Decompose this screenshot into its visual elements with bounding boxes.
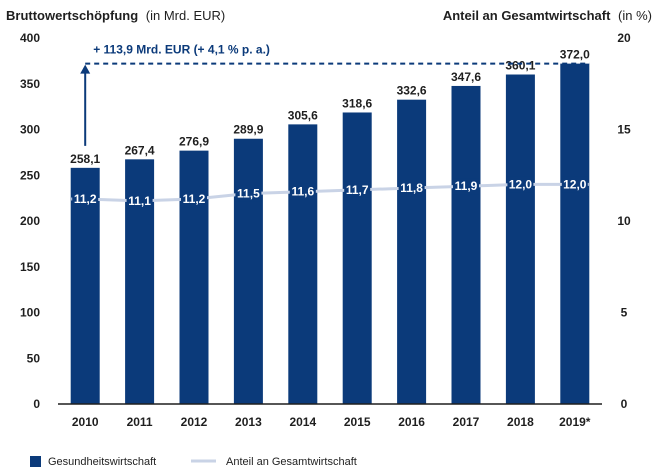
share-value-label: 11,1: [128, 194, 151, 208]
share-value-label: 11,6: [291, 185, 314, 199]
bar-value-label: 276,9: [179, 135, 209, 149]
share-value-label: 11,5: [237, 187, 260, 201]
x-axis-labels: 2010 2011 2012 2013 2014 2015 2016 2017 2018 2019…: [72, 415, 591, 429]
bar: [179, 150, 209, 404]
left-tick-label: 200: [20, 214, 40, 228]
left-tick-label: 400: [20, 31, 40, 45]
bar: [397, 99, 427, 405]
legend-line-label: Anteil an Gesamtwirtschaft: [226, 456, 357, 468]
right-axis-ticks: 0 5 10 15 20: [617, 31, 631, 411]
x-tick-label: 2012: [181, 415, 208, 429]
growth-annotation-text: + 113,9 Mrd. EUR (+ 4,1 % p. a.): [93, 43, 270, 57]
annotation-arrow-head: [80, 64, 91, 74]
share-value-label: 12,0: [509, 177, 533, 191]
bar-value-label: 372,0: [560, 48, 590, 62]
left-tick-label: 0: [33, 397, 40, 411]
bar-value-label: 318,6: [342, 96, 372, 110]
right-tick-label: 5: [621, 306, 628, 320]
bar: [342, 112, 372, 404]
x-tick-label: 2011: [127, 415, 153, 429]
left-tick-label: 50: [27, 351, 41, 365]
x-tick-label: 2013: [235, 415, 262, 429]
legend-bar-label: Gesundheitswirtschaft: [48, 456, 156, 468]
share-label-backing: [235, 185, 262, 202]
share-label-backing: [453, 178, 479, 195]
bar-value-label: 332,6: [397, 84, 427, 98]
bar: [451, 85, 481, 405]
right-axis-title-main: Anteil an Gesamtwirtschaft: [443, 8, 611, 23]
share-value-labels: 11,2 11,1 11,2 11,5 11,6 11,7 11,8 11,9 12,0 12,0: [72, 176, 588, 209]
bar: [505, 74, 535, 405]
left-tick-label: 300: [20, 123, 40, 137]
share-label-backing: [126, 192, 153, 209]
left-tick-label: 350: [20, 77, 40, 91]
share-label-backing: [289, 183, 316, 200]
x-tick-label: 2014: [289, 415, 316, 429]
x-tick-label: 2010: [72, 415, 99, 429]
left-axis-title: Bruttowertschöpfung (in Mrd. EUR): [6, 8, 225, 23]
left-axis-title-unit: (in Mrd. EUR): [146, 8, 225, 23]
left-tick-label: 250: [20, 168, 40, 182]
share-label-backing: [72, 191, 99, 208]
bar: [70, 167, 100, 404]
legend: Gesundheitswirtschaft Anteil an Gesamtwi…: [30, 456, 357, 468]
right-axis-title-unit: (in %): [618, 8, 652, 23]
right-tick-label: 15: [617, 123, 631, 137]
x-tick-label: 2016: [398, 415, 425, 429]
bar: [233, 138, 263, 404]
right-tick-label: 0: [621, 397, 628, 411]
x-tick-label: 2019*: [559, 415, 591, 429]
share-value-label: 12,0: [563, 177, 587, 191]
bar-value-label: 267,4: [125, 143, 155, 157]
bar-value-label: 289,9: [233, 123, 263, 137]
left-tick-label: 150: [20, 260, 40, 274]
bar-value-label: 360,1: [505, 59, 535, 73]
share-label-backing: [507, 176, 534, 193]
right-axis-title: Anteil an Gesamtwirtschaft (in %): [443, 8, 652, 23]
legend-bar-swatch: [30, 456, 41, 467]
share-label-backing: [561, 176, 588, 193]
share-value-label: 11,2: [183, 192, 206, 206]
bar-value-label: 347,6: [451, 70, 481, 84]
share-value-label: 11,8: [400, 181, 423, 195]
bar: [560, 63, 590, 405]
left-axis-ticks: 0 50 100 150 200 250 300 350 400: [20, 31, 40, 411]
bar-value-label: 258,1: [70, 152, 100, 166]
share-value-label: 11,9: [455, 179, 478, 193]
share-label-backing: [181, 191, 207, 208]
right-tick-label: 10: [617, 214, 631, 228]
bar-value-label: 305,6: [288, 108, 318, 122]
share-value-label: 11,2: [74, 192, 97, 206]
bars: [70, 63, 590, 405]
share-label-backing: [398, 180, 425, 197]
x-tick-label: 2018: [507, 415, 534, 429]
share-label-backing: [344, 181, 371, 198]
right-tick-label: 20: [617, 31, 631, 45]
left-tick-label: 100: [20, 306, 40, 320]
bar: [288, 124, 318, 404]
growth-annotation: + 113,9 Mrd. EUR (+ 4,1 % p. a.): [80, 43, 590, 146]
x-tick-label: 2017: [453, 415, 480, 429]
x-tick-label: 2015: [344, 415, 371, 429]
bar-value-labels: 258,1 267,4 276,9 289,9 305,6 318,6 332,6 347,6…: [70, 48, 590, 166]
share-value-label: 11,7: [346, 183, 369, 197]
left-axis-title-main: Bruttowertschöpfung: [6, 8, 138, 23]
